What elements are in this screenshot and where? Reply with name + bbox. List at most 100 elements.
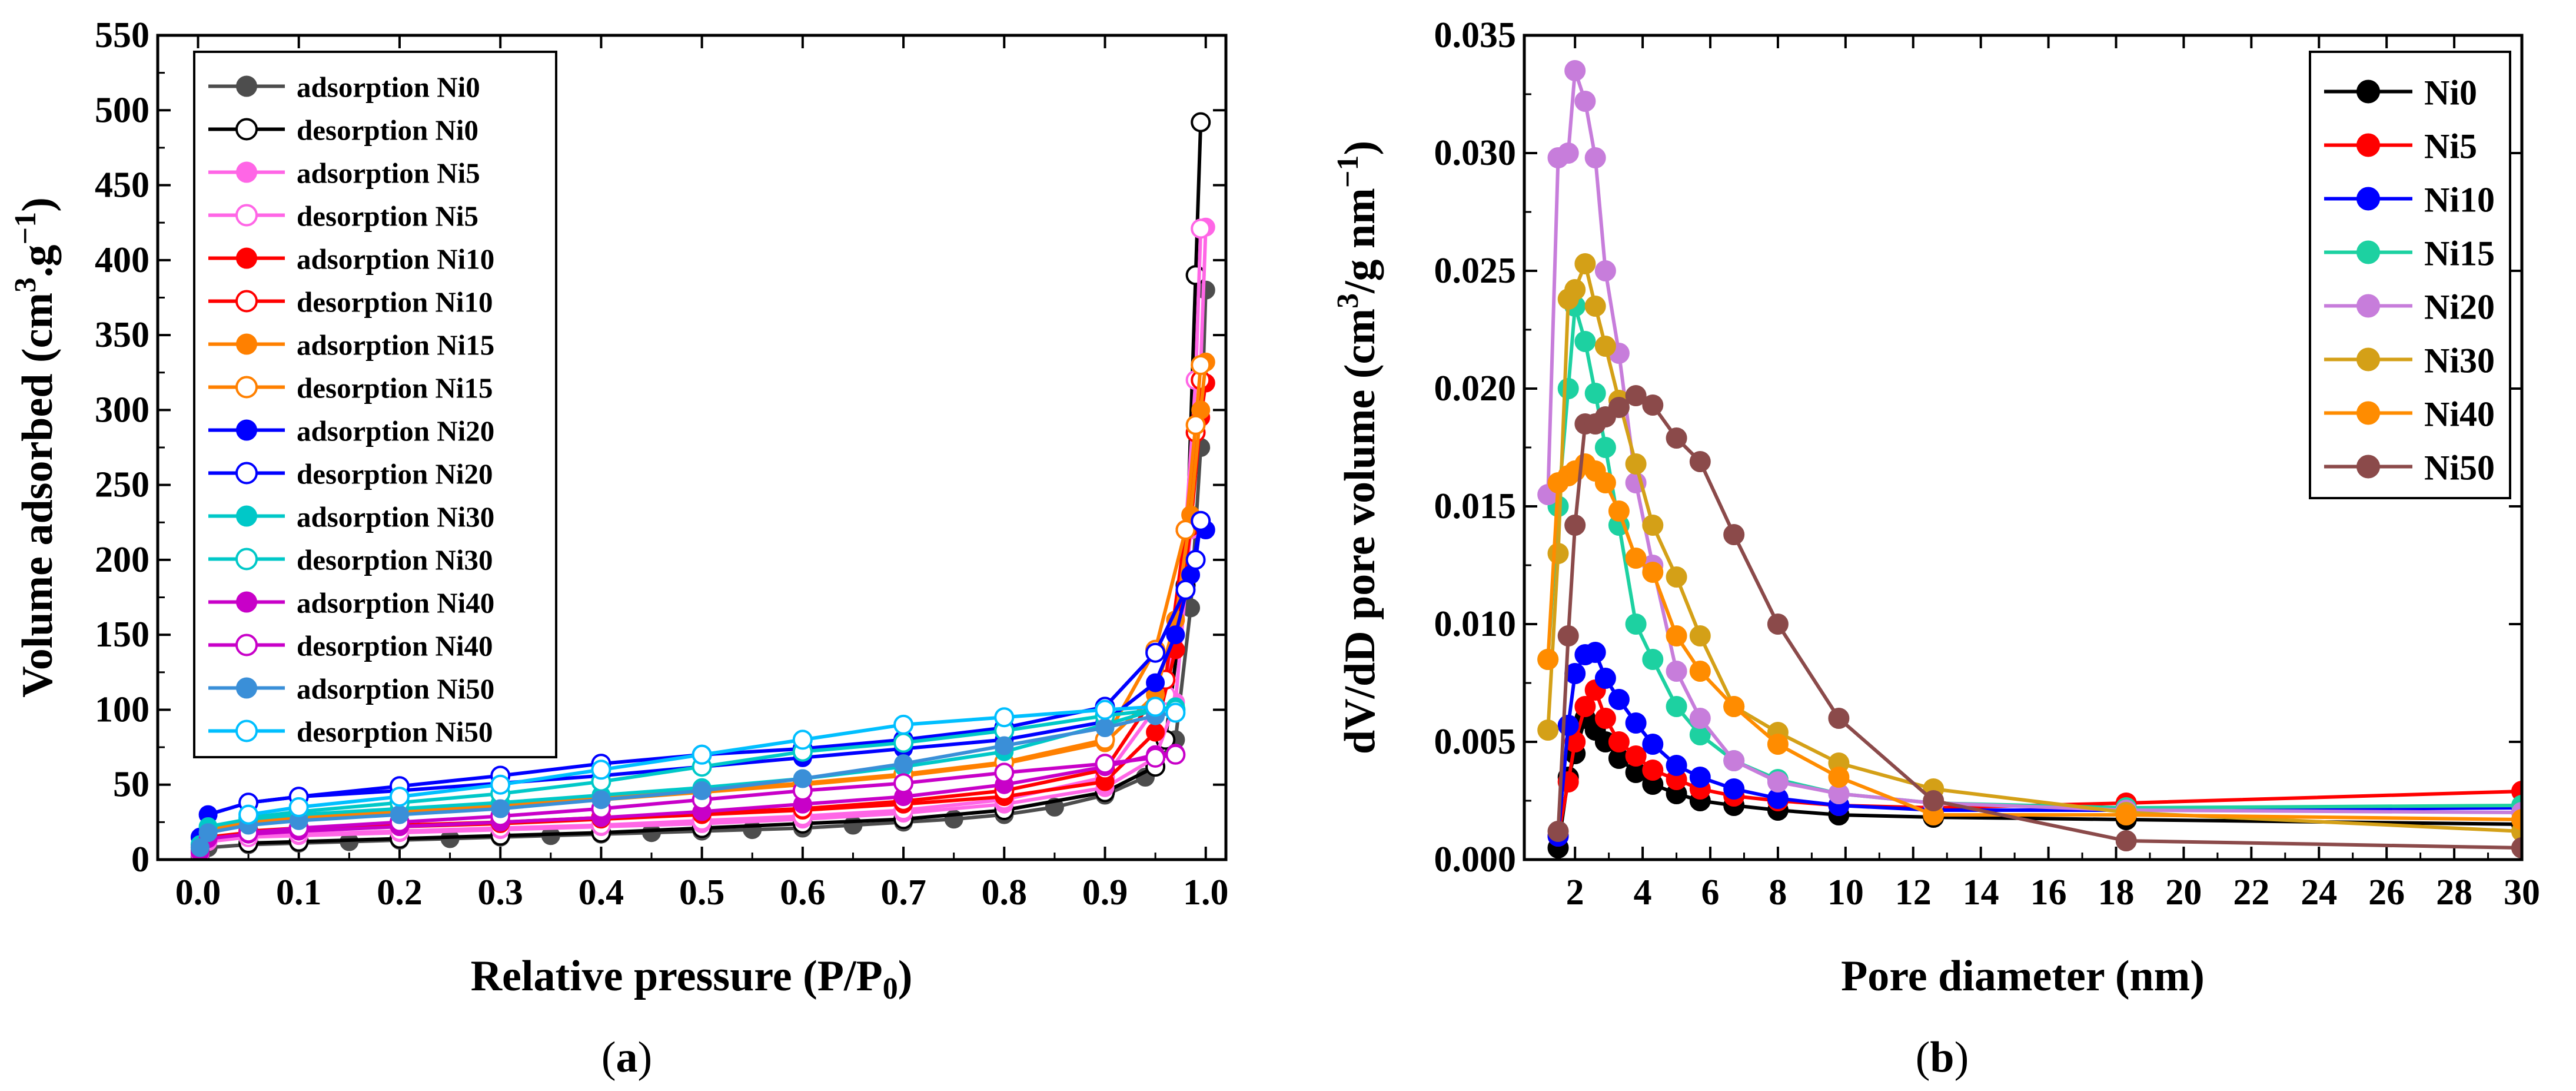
panel-b-y-tick-label: 0.015 [1434,486,1517,526]
panel-b-data-point [1537,719,1559,741]
panel-a-x-tick-label: 0.7 [880,873,926,913]
panel-b-legend-label: Ni5 [2424,127,2477,166]
panel-b-data-point [1723,696,1745,717]
panel-a-x-tick-label: 0.4 [579,873,624,913]
panel-a-data-point [743,820,762,840]
panel-b-data-point [1689,767,1711,788]
panel-a-series-line-9 [248,520,1203,805]
panel-a-data-point [995,736,1014,755]
panel-a-x-tick-label: 0.9 [1082,873,1128,913]
panel-b-data-point [1689,708,1711,729]
panel-a-data-point [1185,265,1206,286]
panel-a-data-point [1095,754,1115,774]
panel-a-data-point [491,799,510,818]
panel-a-y-tick-label: 100 [95,689,149,729]
panel-b-data-point [1608,689,1630,710]
panel-a-legend-label: desorption Ni50 [297,716,493,748]
panel-b-data-point [1564,60,1586,81]
panel-a-label: (a) [601,1033,652,1082]
panel-a-x-tick-label: 0.3 [477,873,523,913]
panel-a-legend-marker [235,290,258,313]
panel-b-data-point [1608,397,1630,418]
panel-a-legend-marker [236,333,257,355]
panel-b-series-lines [1537,60,2522,858]
panel-a-data-point [1191,355,1211,375]
panel-a-x-tick-label: 0.5 [679,873,725,913]
panel-a-y-tick-label: 300 [95,390,149,430]
panel-b-x-axis-title: Pore diameter (nm) [1841,952,2205,1000]
panel-a-y-tick-label: 0 [131,840,149,880]
panel-a-legend-label: desorption Ni15 [297,372,493,404]
panel-b-data-point [1537,649,1559,670]
panel-a-data-point [190,838,210,857]
panel-a-legend-label: adsorption Ni40 [297,587,494,619]
panel-a-legend-marker [235,634,258,656]
panel-a-legend-marker [236,419,257,441]
panel-a-data-point [288,797,309,817]
panel-b-data-point [1574,253,1596,274]
panel-a-y-axis-title: Volume adsorbed (cm3.g−1) [9,197,62,698]
panel-a-y-tick-label: 50 [113,765,149,805]
panel-b-data-point [1625,548,1647,569]
panel-a-data-point [198,823,218,843]
panel-b-x-tick-label: 22 [2233,873,2269,913]
panel-b-legend-marker [2356,240,2380,264]
panel-a-data-point [390,805,409,824]
panel-b-plot-frame [1523,34,2524,861]
panel-b-x-tick-label: 6 [1701,873,1720,913]
panel-a-data-point [994,707,1015,728]
panel-a-legend-label: adsorption Ni5 [297,157,480,190]
panel-a-x-tick-label: 1.0 [1183,873,1229,913]
panel-b-data-point [1564,515,1586,536]
panel-a-data-point [591,790,611,810]
panel-a-y-tick-label: 500 [95,90,149,130]
panel-b-data-point [1594,668,1616,689]
panel-a-plot-frame [156,34,1228,861]
panel-a-legend-marker [236,505,257,527]
panel-a-data-point [893,773,914,794]
panel-a-x-tick-label: 0.1 [276,873,322,913]
panel-b-legend-label: Ni40 [2424,395,2495,434]
panel-b-data-point [1557,715,1579,736]
panel-b-data-point [1689,451,1711,472]
panel-b-data-point [1828,708,1850,729]
panel-b-data-point [1666,661,1687,682]
panel-b-data-point [1666,755,1687,776]
panel-b-legend-label: Ni50 [2424,449,2495,488]
panel-b-x-tick-label: 14 [1963,873,1999,913]
panel-b-y-tick-label: 0.025 [1434,251,1517,291]
panel-b-data-point [1564,279,1586,300]
panel-b-legend-marker [2356,294,2380,318]
panel-a-data-point [793,769,812,788]
panel-a-legend-marker [235,376,258,399]
panel-a-data-point [1095,718,1115,737]
panel-a-data-point [591,760,611,780]
panel-b-data-point [1767,771,1789,792]
panel-b-data-point [1584,147,1606,168]
panel-b-data-point [1689,625,1711,646]
panel-b-x-tick-label: 10 [1827,873,1864,913]
panel-b-data-point [2115,804,2137,825]
panel-b-data-point [1666,625,1687,646]
panel-b-data-point [1723,524,1745,545]
panel-b-data-point [1608,731,1630,752]
panel-b-data-point [1666,566,1687,588]
panel-b-data-point [1642,394,1664,416]
panel-a-legend-marker [236,591,257,613]
panel-b-legend-label: Ni0 [2424,74,2477,112]
panel-a-data-point [1185,549,1206,570]
panel-b-data-point [1584,296,1606,317]
panel-a-y-tick-label: 350 [95,315,149,355]
panel-b-data-point [1594,336,1616,357]
panel-a-legend-marker [236,75,257,97]
panel-a-data-point [1146,673,1165,692]
panel-b-data-point [2511,837,2522,858]
panel-a-legend-marker [235,118,258,141]
panel-b-ticks: 2 4 6 8 10 12 14 16 18 20 22 24 26 28 300.0000.0050.01… [1434,15,2541,913]
panel-a-data-point [1145,697,1166,717]
panel-b-data-point [1547,821,1569,842]
panel-b-y-axis-title: dV/dD pore volume (cm3/g nm−1) [1331,141,1384,754]
panel-b-legend: Ni0 Ni5 Ni10 Ni15 Ni20 Ni30 Ni40 Ni50 [2309,51,2511,499]
panel-b-data-point [1828,767,1850,788]
panel-a-data-point [893,732,914,753]
